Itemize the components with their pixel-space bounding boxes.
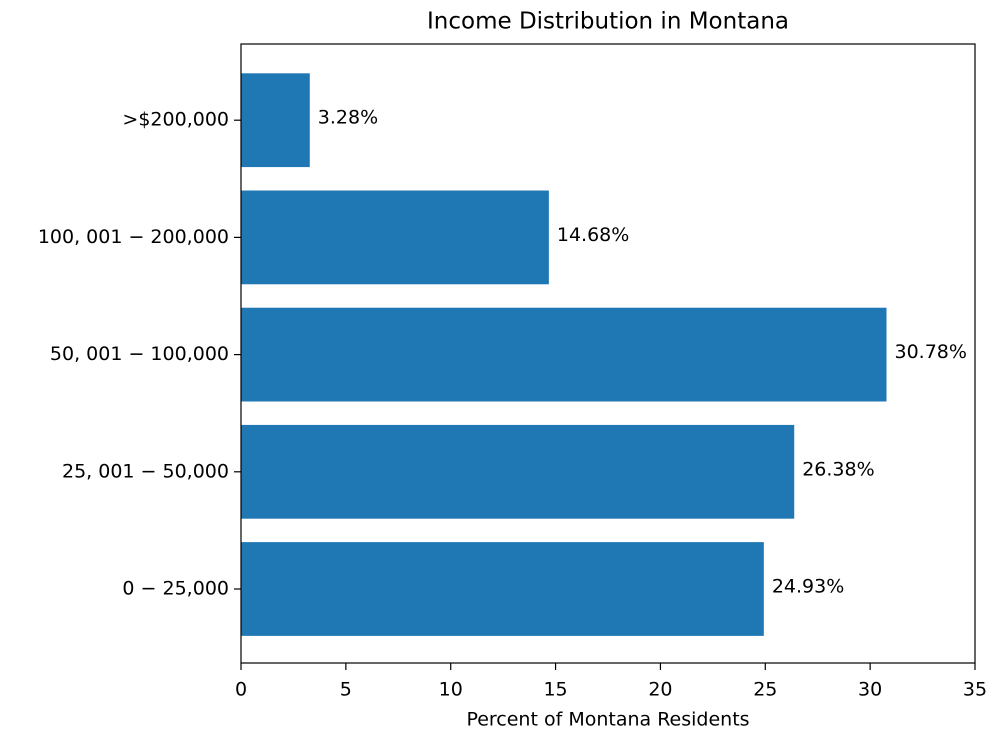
x-tick-label: 0 — [235, 679, 247, 701]
y-tick-label: 25, 001 − 50,000 — [62, 460, 229, 482]
x-axis-label: Percent of Montana Residents — [466, 709, 749, 731]
value-label: 24.93% — [772, 576, 844, 598]
x-tick-label: 5 — [340, 679, 352, 701]
y-tick-label: 50, 001 − 100,000 — [50, 343, 229, 365]
x-tick-label: 20 — [648, 679, 672, 701]
x-tick-label: 35 — [963, 679, 987, 701]
value-label: 30.78% — [895, 341, 967, 363]
y-tick-label: 0 − 25,000 — [122, 578, 229, 600]
bar — [241, 542, 764, 636]
chart-title: Income Distribution in Montana — [427, 9, 789, 35]
bar — [241, 73, 310, 168]
x-tick-label: 25 — [753, 679, 777, 701]
value-label: 26.38% — [802, 458, 874, 480]
value-label: 14.68% — [557, 224, 629, 246]
plot-frame — [240, 43, 976, 664]
x-tick-label: 10 — [439, 679, 463, 701]
bar — [241, 424, 795, 519]
y-tick-label: >$200,000 — [122, 109, 229, 131]
x-tick-label: 30 — [858, 679, 882, 701]
bar — [241, 190, 549, 285]
x-tick-label: 15 — [543, 679, 567, 701]
y-tick-label: 100, 001 − 200,000 — [38, 226, 229, 248]
bar — [241, 307, 887, 402]
value-label: 3.28% — [318, 107, 378, 129]
